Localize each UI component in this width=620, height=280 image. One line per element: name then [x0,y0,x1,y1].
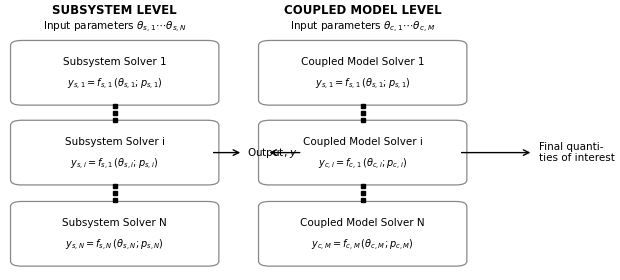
Text: Coupled Model Solver 1: Coupled Model Solver 1 [301,57,425,67]
FancyBboxPatch shape [11,202,219,266]
Text: Output, $y$: Output, $y$ [247,146,298,160]
FancyBboxPatch shape [259,41,467,105]
Text: Subsystem Solver N: Subsystem Solver N [63,218,167,228]
Text: $y_{s,N} = f_{s,N}\,(\theta_{s,N}; p_{s,N})$: $y_{s,N} = f_{s,N}\,(\theta_{s,N}; p_{s,… [65,238,164,253]
Text: Subsystem Solver 1: Subsystem Solver 1 [63,57,167,67]
Text: Coupled Model Solver i: Coupled Model Solver i [303,137,423,147]
Text: COUPLED MODEL LEVEL: COUPLED MODEL LEVEL [284,4,441,17]
FancyBboxPatch shape [259,202,467,266]
Text: $y_{s,i} = f_{s,1}\,(\theta_{s,i}; p_{s,i})$: $y_{s,i} = f_{s,1}\,(\theta_{s,i}; p_{s,… [71,157,159,172]
FancyBboxPatch shape [259,120,467,185]
Text: Input parameters $\theta_{c,1}\cdots\theta_{c,M}$: Input parameters $\theta_{c,1}\cdots\the… [290,20,435,35]
Text: SUBSYSTEM LEVEL: SUBSYSTEM LEVEL [52,4,177,17]
Text: Final quanti-
ties of interest: Final quanti- ties of interest [539,142,615,164]
Text: $y_{s,1} = f_{s,1}\,(\theta_{s,1}; p_{s,1})$: $y_{s,1} = f_{s,1}\,(\theta_{s,1}; p_{s,… [315,77,410,92]
FancyBboxPatch shape [11,41,219,105]
Text: $y_{c,M} = f_{c,M}\,(\theta_{c,M}; p_{c,M})$: $y_{c,M} = f_{c,M}\,(\theta_{c,M}; p_{c,… [311,238,414,253]
Text: $y_{c,i} = f_{c,1}\,(\theta_{c,i}; p_{c,i})$: $y_{c,i} = f_{c,1}\,(\theta_{c,i}; p_{c,… [318,157,407,172]
FancyBboxPatch shape [11,120,219,185]
Text: Coupled Model Solver N: Coupled Model Solver N [300,218,425,228]
Text: $y_{s,1} = f_{s,1}\,(\theta_{s,1}; p_{s,1})$: $y_{s,1} = f_{s,1}\,(\theta_{s,1}; p_{s,… [67,77,162,92]
Text: Input parameters $\theta_{s,1}\cdots\theta_{s,N}$: Input parameters $\theta_{s,1}\cdots\the… [43,20,187,35]
Text: Subsystem Solver i: Subsystem Solver i [64,137,165,147]
